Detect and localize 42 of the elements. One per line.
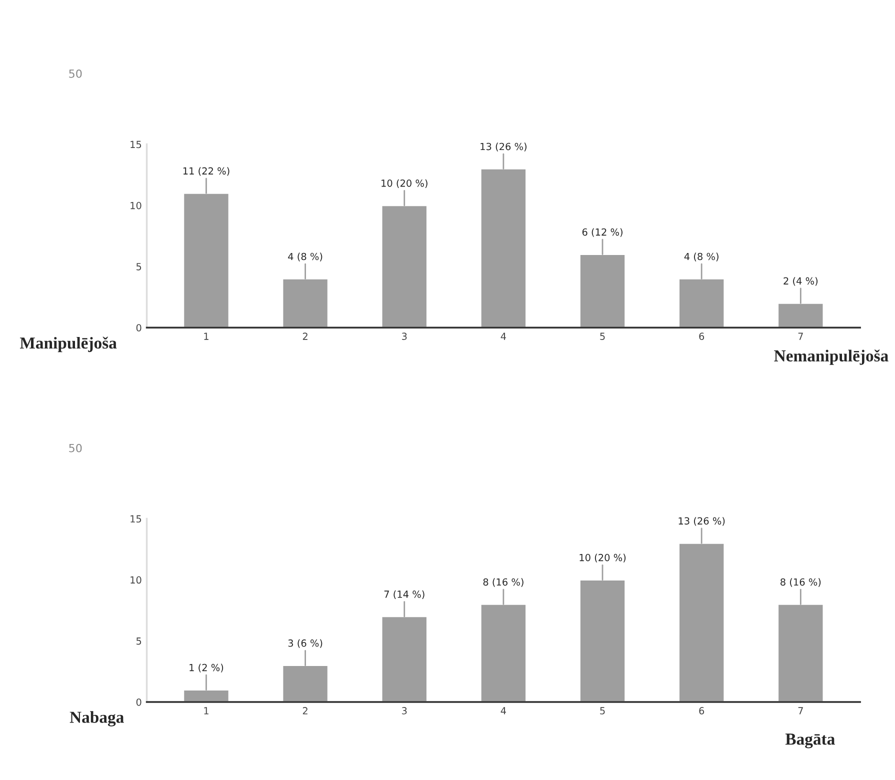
data-label: 1 (2 %) [190,664,224,672]
data-label: 13 (26 %) [480,142,526,152]
y-tick-label: 5 [136,638,142,645]
text: 50 [69,444,82,452]
x-tick-label: 7 [798,332,803,340]
data-label: 7 (14 %) [384,590,424,600]
x-tick-label: 5 [600,707,605,714]
text: 50 [69,69,82,78]
x-tick-label: 5 [600,332,605,340]
y-tick-label: 5 [136,263,142,270]
x-tick-label: 1 [204,332,208,340]
y-tick-label: 15 [130,140,142,148]
x-tick-label: 2 [302,707,308,714]
y-tick-label: 0 [136,324,142,332]
data-label: 2 (4 %) [784,277,818,286]
x-tick-label: 3 [402,332,407,340]
data-label: 8 (16 %) [483,578,524,587]
data-label: 13 (26 %) [678,517,725,526]
data-label: 10 (20 %) [580,554,626,562]
data-label: 11 (22 %) [183,167,230,176]
data-label: 8 (16 %) [780,578,821,587]
y-tick-label: 0 [136,698,142,706]
data-label: 6 (12 %) [582,228,622,237]
text: Nemanipulējoša [774,350,888,365]
y-tick-label: 10 [130,202,142,210]
y-tick-label: 10 [130,576,142,584]
x-tick-label: 4 [500,707,506,714]
x-tick-label: 3 [402,707,407,714]
data-label: 4 (8 %) [288,252,322,262]
x-tick-label: 1 [204,707,208,714]
x-tick-label: 6 [699,707,704,714]
y-tick-label: 15 [130,515,142,523]
data-label: 4 (8 %) [684,252,718,262]
text: Bagāta [785,734,835,748]
data-label: 3 (6 %) [288,639,322,648]
text: Nabaga [70,711,124,726]
x-tick-label: 4 [500,332,506,340]
text: Manipulējoša [20,336,117,352]
data-label: 10 (20 %) [382,179,428,188]
x-tick-label: 7 [798,707,803,714]
x-tick-label: 2 [302,332,308,340]
x-tick-label: 6 [699,332,704,340]
